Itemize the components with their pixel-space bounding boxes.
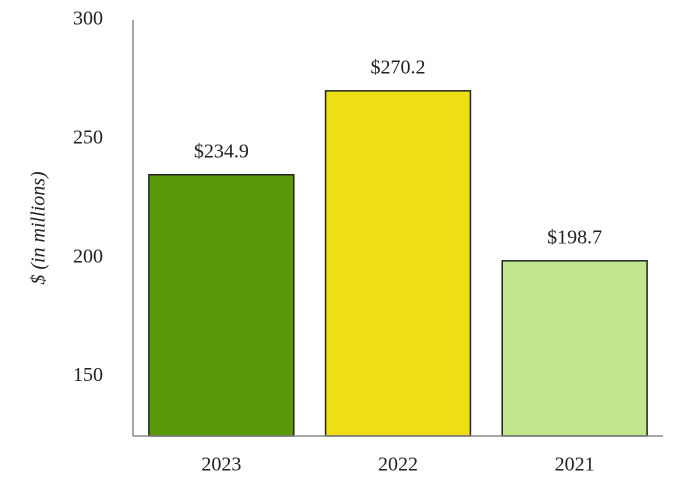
x-tick-label: 2023: [201, 454, 241, 476]
y-axis-title: $ (in millions): [28, 171, 50, 285]
value-label: $198.7: [547, 226, 602, 248]
bar: [324, 90, 472, 437]
bar: [148, 174, 295, 437]
x-tick-label: 2021: [555, 454, 595, 476]
y-tick-label: 200: [73, 245, 103, 267]
y-tick-label: 150: [73, 364, 103, 386]
y-tick-label: 250: [73, 126, 103, 148]
bar: [501, 260, 648, 437]
x-tick-label: 2022: [378, 454, 418, 476]
value-label: $270.2: [371, 56, 426, 78]
value-label: $234.9: [194, 140, 249, 162]
y-tick-label: 300: [73, 8, 103, 30]
